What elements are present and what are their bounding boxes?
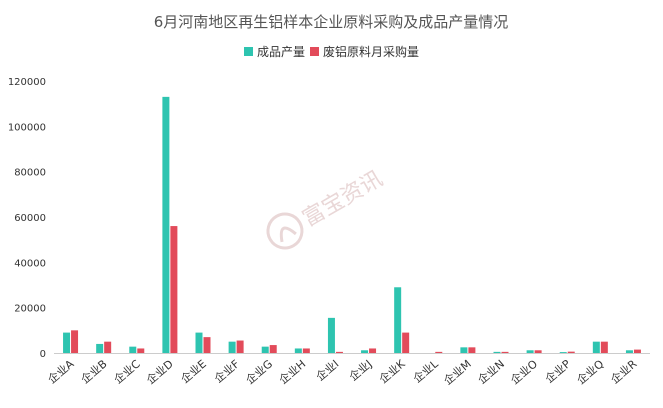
bar-series-2-企业C: [137, 348, 145, 353]
bar-series-2-企业D: [170, 226, 178, 353]
bar-series-1-企业Q: [592, 341, 600, 353]
bars: [63, 96, 641, 353]
bar-series-1-企业E: [195, 332, 203, 353]
x-tick-label: 企业K: [376, 356, 408, 386]
bar-series-2-企业G: [269, 345, 277, 353]
bar-series-1-企业J: [361, 350, 369, 353]
x-tick-label: 企业J: [346, 357, 374, 384]
bar-series-1-企业I: [327, 317, 335, 353]
bar-series-1-企业C: [129, 346, 137, 353]
legend-swatch-series-2: [310, 47, 319, 56]
x-tick-label: 企业N: [475, 357, 507, 387]
x-tick-label: 企业R: [608, 356, 640, 386]
x-tick-label: 企业Q: [574, 356, 607, 387]
watermark-logo-icon: [266, 212, 304, 250]
bar-series-1-企业A: [63, 332, 71, 353]
x-tick-label: 企业L: [410, 356, 441, 385]
x-tick-label: 企业M: [441, 357, 474, 388]
legend-swatch-series-1: [244, 47, 253, 56]
bar-series-1-企业G: [261, 346, 269, 353]
bar-series-2-企业P: [567, 351, 575, 353]
y-tick-label: 0: [40, 349, 46, 360]
x-tick-label: 企业B: [78, 357, 110, 387]
bar-series-1-企业R: [625, 350, 633, 353]
watermark: 富宝资讯: [266, 166, 388, 250]
legend-label-series-1: 成品产量: [257, 45, 305, 59]
x-tick-label: 企业G: [243, 357, 275, 387]
bar-series-2-企业I: [335, 351, 343, 353]
x-tick-label: 企业C: [111, 356, 143, 386]
bar-series-2-企业B: [104, 341, 112, 353]
legend: 成品产量 废铝原料月采购量: [244, 44, 419, 59]
y-axis: 0 20000 40000 60000 80000 100000 120000: [8, 77, 46, 360]
x-tick-label: 企业I: [313, 357, 341, 384]
bar-series-2-企业L: [435, 351, 443, 353]
x-tick-label: 企业D: [143, 357, 175, 387]
x-axis: 企业A 企业B 企业C 企业D 企业E 企业F 企业G 企业H 企业I 企业J 企业K 企业L 企业M 企…: [45, 353, 650, 388]
x-tick-label: 企业E: [178, 357, 209, 386]
chart-title: 6月河南地区再生铝样本企业原料采购及成品产量情况: [154, 13, 509, 31]
watermark-text: 富宝资讯: [299, 166, 388, 232]
bar-series-1-企业K: [394, 287, 402, 353]
bar-series-1-企业D: [162, 96, 170, 353]
bar-series-2-企业M: [468, 347, 476, 353]
bar-series-2-企业N: [501, 351, 509, 353]
y-tick-label: 80000: [14, 168, 46, 179]
x-tick-label: 企业F: [211, 357, 242, 386]
bar-series-1-企业B: [96, 343, 104, 353]
bar-series-2-企业R: [633, 349, 641, 353]
x-tick-label: 企业H: [276, 357, 308, 387]
y-tick-label: 40000: [14, 258, 46, 269]
bar-series-1-企业H: [294, 348, 302, 353]
bar-series-2-企业F: [236, 340, 244, 353]
bar-series-1-企业O: [526, 350, 534, 353]
watermark-logo-mark: [279, 226, 297, 243]
bar-series-2-企业Q: [600, 341, 608, 353]
bar-series-2-企业K: [402, 332, 410, 353]
bar-series-1-企业N: [493, 351, 501, 353]
y-tick-label: 100000: [8, 122, 46, 133]
y-tick-label: 20000: [14, 304, 46, 315]
bar-series-2-企业J: [369, 348, 377, 353]
bar-series-2-企业O: [534, 350, 542, 353]
x-tick-label: 企业A: [45, 356, 77, 386]
x-tick-label: 企业P: [542, 356, 573, 385]
bar-series-1-企业P: [559, 352, 567, 353]
bar-series-1-企业F: [228, 341, 236, 353]
legend-label-series-2: 废铝原料月采购量: [323, 44, 419, 59]
y-tick-label: 120000: [8, 77, 46, 88]
bar-series-2-企业E: [203, 337, 211, 353]
y-tick-label: 60000: [14, 213, 46, 224]
bar-series-2-企业H: [302, 348, 310, 353]
bar-series-1-企业M: [460, 347, 468, 353]
bar-series-2-企业A: [71, 330, 79, 353]
x-tick-label: 企业O: [508, 356, 541, 387]
